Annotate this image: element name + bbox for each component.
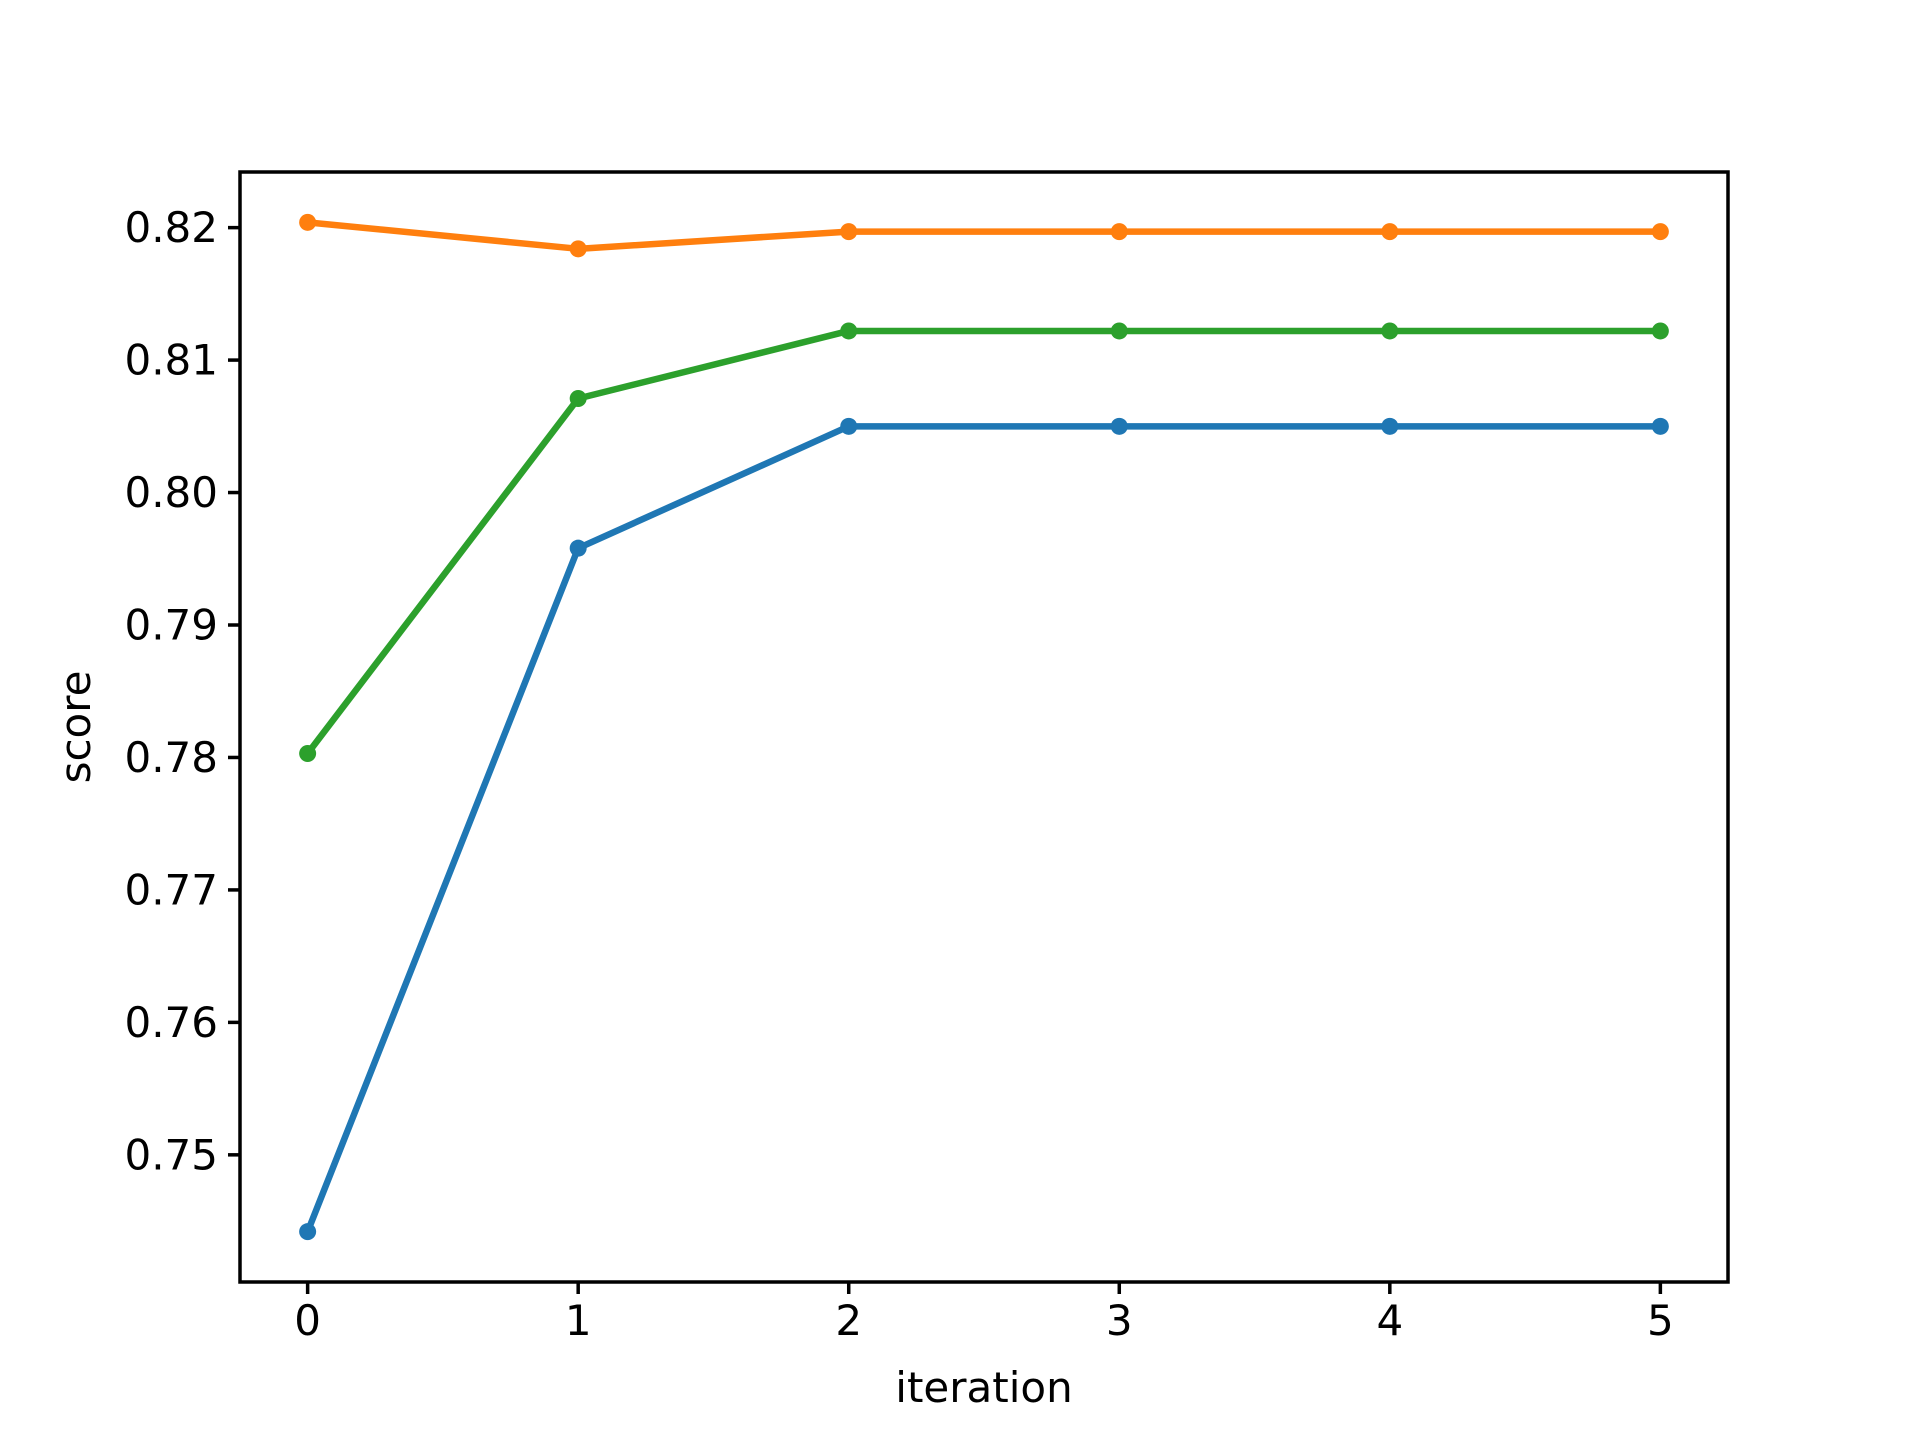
series-green-marker <box>840 322 858 340</box>
y-tick-label: 0.79 <box>124 601 218 650</box>
series-orange-marker <box>569 240 587 258</box>
axes-spines <box>238 170 1730 1284</box>
x-tick-label: 0 <box>294 1296 321 1345</box>
x-tick-label: 1 <box>565 1296 592 1345</box>
series-orange-marker <box>840 223 858 241</box>
x-tick-label: 4 <box>1376 1296 1403 1345</box>
y-tick-label: 0.76 <box>124 998 218 1047</box>
series-blue-marker <box>569 539 587 557</box>
series-blue-marker <box>840 417 858 435</box>
y-axis-label: score <box>51 670 100 784</box>
series-orange-marker <box>299 213 317 231</box>
series-orange-marker <box>1381 223 1399 241</box>
y-tick-label: 0.81 <box>124 336 218 385</box>
x-tick-label: 3 <box>1106 1296 1133 1345</box>
series-orange-line <box>307 219 1661 253</box>
series-green-marker <box>299 744 317 762</box>
y-tick-label: 0.78 <box>124 733 218 782</box>
y-tick-label: 0.77 <box>124 865 218 914</box>
x-axis-label: iteration <box>895 1363 1073 1412</box>
series-blue-marker <box>299 1223 317 1241</box>
y-tick-label: 0.82 <box>124 203 218 252</box>
series-green-marker <box>1110 322 1128 340</box>
series-blue-marker <box>1651 417 1669 435</box>
series-green-line <box>305 327 1661 756</box>
series-blue-marker <box>1381 417 1399 435</box>
x-tick-label: 5 <box>1647 1296 1674 1345</box>
series-orange-marker <box>1651 223 1669 241</box>
series-green-marker <box>569 390 587 408</box>
series-blue-marker <box>1110 417 1128 435</box>
series-green-marker <box>1651 322 1669 340</box>
y-tick-label: 0.75 <box>124 1130 218 1179</box>
x-tick-label: 2 <box>835 1296 862 1345</box>
series-green-marker <box>1381 322 1399 340</box>
y-tick-label: 0.80 <box>124 468 218 517</box>
series-blue-line <box>304 423 1661 1233</box>
series-orange-marker <box>1110 223 1128 241</box>
